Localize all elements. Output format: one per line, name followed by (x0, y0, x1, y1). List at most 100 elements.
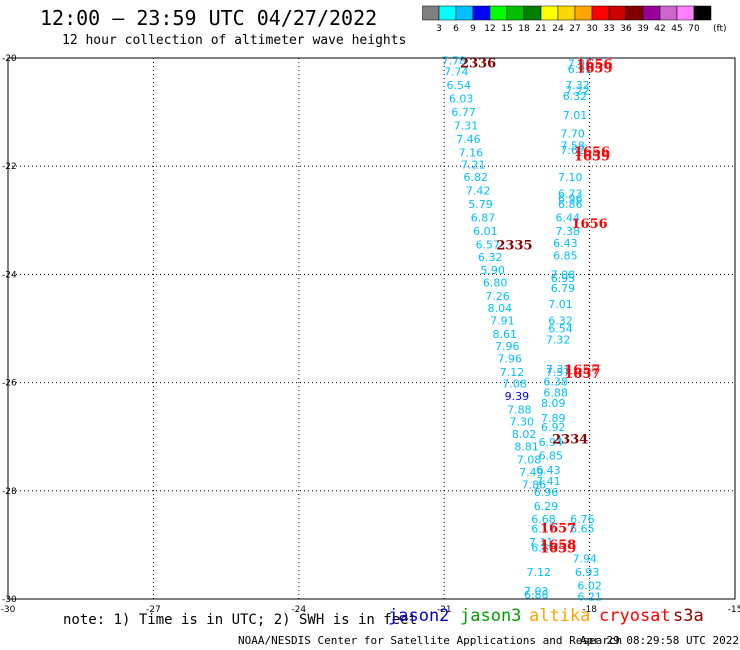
x-tick-label: -24 (291, 605, 306, 615)
wave-height-label: 7.88 (507, 404, 532, 417)
wave-height-label: 6.79 (551, 282, 576, 295)
wave-height-label: 6.76 (570, 513, 595, 526)
wave-height-label: 7.46 (456, 133, 481, 146)
wave-height-label: 7.31 (546, 363, 571, 376)
colorbar-tick-label: 45 (671, 24, 682, 34)
wave-height-label: 6.32 (563, 90, 588, 103)
pass-number-label: 1656 (576, 57, 612, 72)
wave-height-label: 7.31 (454, 120, 479, 133)
wave-height-label: 6.94 (539, 436, 564, 449)
x-tick-label: -15 (728, 605, 740, 615)
x-tick-label: -30 (1, 605, 16, 615)
wave-height-label: 7.01 (563, 109, 588, 122)
wave-height-label: 7.41 (536, 475, 561, 488)
wave-height-label: 7.91 (490, 314, 515, 327)
y-tick-label: -26 (2, 379, 17, 389)
footer-note: note: 1) Time is in UTC; 2) SWH is in fe… (63, 612, 418, 628)
wave-height-label: 6.80 (531, 542, 556, 555)
color-legend: 3 6 9 12 15 18 21 24 27 30 33 36 39 42 45 70 (ft) (422, 5, 727, 34)
wave-height-label: 7.96 (495, 340, 520, 353)
wave-height-label: 6.17 (531, 523, 556, 536)
colorbar-tick-label: 36 (620, 24, 632, 34)
wave-height-label: 7.10 (558, 171, 583, 184)
wave-height-label: 6.43 (553, 237, 578, 250)
colorbar-tick-label: 3 (436, 24, 442, 34)
y-tick-label: -22 (2, 162, 17, 172)
wave-height-label: 6.80 (483, 277, 508, 290)
wave-height-label: 6.73 (558, 187, 583, 200)
wave-height-label: 7.96 (497, 352, 522, 365)
wave-height-label: 7.08 (517, 453, 542, 466)
wave-height-label: 7.21 (461, 159, 486, 172)
wave-height-label: 6.85 (553, 249, 578, 262)
wave-height-label: 7.08 (551, 268, 576, 281)
colorbar-tick-label: 33 (603, 24, 614, 34)
pass-number-label: 1656 (572, 217, 608, 232)
wave-height-label: 6.57 (476, 239, 501, 252)
wave-height-label: 6.85 (539, 450, 564, 463)
pass-number-label: 1658 (540, 538, 576, 553)
colorbar-tick-label: 42 (654, 24, 665, 34)
wave-height-label: 6.88 (543, 386, 568, 399)
wave-height-label: 6.87 (471, 212, 496, 225)
wave-height-label: 6.54 (446, 79, 471, 92)
wave-height-label: 6.02 (577, 579, 602, 592)
colorbar-tick-label: 9 (470, 24, 476, 34)
wave-height-label: 7.30 (509, 416, 534, 429)
wave-height-label: 7.74 (444, 66, 469, 79)
wave-height-label: 6.93 (575, 566, 600, 579)
colorbar-tick-label: 70 (688, 24, 700, 34)
page-subtitle: 12 hour collection of altimeter wave hei… (62, 33, 407, 48)
x-tick-label: -18 (582, 605, 597, 615)
wave-height-label: 7.32 (565, 79, 590, 92)
pass-number-label: 1657 (540, 522, 576, 537)
legend-cryosat: cryosat (599, 606, 671, 626)
pass-number-label: 2336 (460, 56, 496, 71)
generation-timestamp: Apr 29 08:29:58 UTC 2022 (580, 634, 739, 647)
wave-height-label: 5.79 (468, 198, 493, 211)
y-tick-label: -20 (2, 54, 17, 64)
legend-jason3: jason3 (460, 606, 522, 626)
colorbar-tick-label: 27 (569, 24, 580, 34)
pass-number-label: 2334 (552, 432, 588, 447)
wave-height-label: 9.39 (505, 390, 530, 403)
wave-height-label: 7.58 (560, 140, 585, 153)
wave-height-label: 8.61 (493, 328, 518, 341)
wave-height-label: 5.90 (480, 264, 505, 277)
wave-height-label: 7.62 (560, 144, 585, 157)
wave-height-label: 7.01 (548, 298, 573, 311)
wave-height-label: 7.89 (541, 412, 566, 425)
colorbar-tick-label: 12 (484, 24, 495, 34)
wave-height-label: 6.86 (558, 198, 583, 211)
wave-height-label: 8.04 (488, 302, 513, 315)
x-tick-label: -21 (437, 605, 452, 615)
wave-height-label: 6.88 (524, 589, 549, 602)
altimeter-chart: -30 -27 -24 -21 -18 -15 -20 -22 -24 -26 -28 -30 7.78… (1, 54, 740, 615)
wave-height-label: 6.82 (463, 171, 488, 184)
wave-height-label: 6.01 (473, 225, 498, 238)
wave-height-label: 7.16 (459, 147, 484, 160)
legend-altika: altika (529, 606, 591, 626)
wave-height-label: 6.29 (534, 500, 559, 513)
colorbar-tick-label: 39 (637, 24, 649, 34)
wave-height-label: 7.57 (546, 366, 571, 379)
wave-height-label: 7.08 (502, 378, 527, 391)
pass-number-label: 1657 (564, 363, 600, 378)
credit-line: NOAA/NESDIS Center for Satellite Applica… (238, 634, 623, 647)
wave-height-label: 7.97 (568, 57, 593, 70)
wave-height-label: 6.38 (543, 376, 568, 389)
wave-height-label: 7.70 (560, 128, 585, 141)
wave-height-label: 7.12 (500, 366, 525, 379)
legend-jason2: jason2 (388, 606, 450, 626)
wave-height-label: 6.96 (558, 193, 583, 206)
wave-height-label: 7.94 (573, 552, 598, 565)
page-title: 12:00 — 23:59 UTC 04/27/2022 (40, 6, 378, 30)
wave-height-label: 6.95 (551, 272, 576, 285)
pass-number-label: 2335 (496, 239, 532, 254)
pass-number-label: 1659 (540, 542, 576, 557)
wave-height-label: 6.68 (531, 513, 556, 526)
y-tick-label: -30 (2, 595, 17, 605)
plot-frame (7, 57, 736, 600)
wave-height-label: 8.81 (514, 440, 539, 453)
pass-number-label: 1659 (576, 62, 612, 77)
